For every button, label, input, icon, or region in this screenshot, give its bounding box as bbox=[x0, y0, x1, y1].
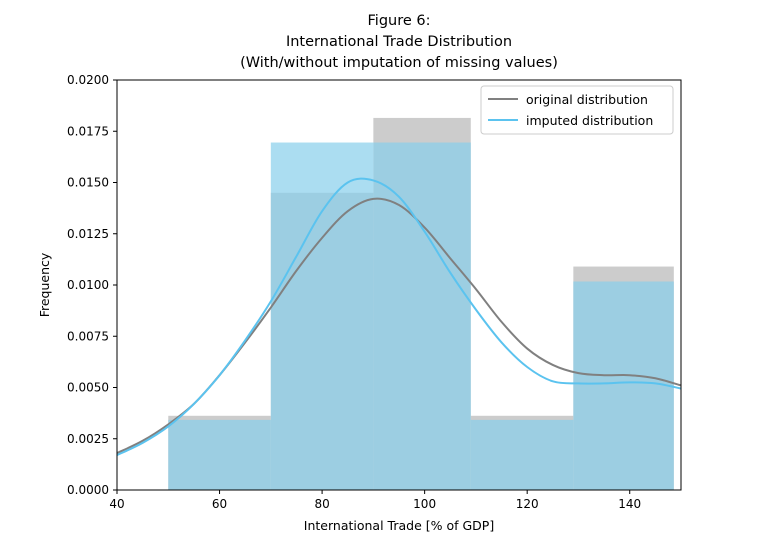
y-tick-label: 0.0000 bbox=[67, 483, 109, 497]
chart-title-line-1: Figure 6: bbox=[368, 13, 431, 29]
x-tick-label: 140 bbox=[618, 497, 641, 511]
legend-label-original: original distribution bbox=[526, 92, 648, 107]
y-axis-label: Frequency bbox=[37, 252, 52, 317]
chart-title-line-2: International Trade Distribution bbox=[286, 34, 512, 50]
x-tick-label: 40 bbox=[109, 497, 124, 511]
bar-imputed-2 bbox=[373, 142, 471, 490]
kde-line-imputed bbox=[117, 177, 681, 457]
x-tick-label: 100 bbox=[413, 497, 436, 511]
y-tick-label: 0.0150 bbox=[67, 176, 109, 190]
y-tick-label: 0.0025 bbox=[67, 432, 109, 446]
y-tick-label: 0.0100 bbox=[67, 278, 109, 292]
x-tick-label: 120 bbox=[516, 497, 539, 511]
y-tick-label: 0.0200 bbox=[67, 73, 109, 87]
x-tick-label: 60 bbox=[212, 497, 227, 511]
bar-imputed-3 bbox=[470, 419, 574, 490]
y-tick-label: 0.0175 bbox=[67, 124, 109, 138]
y-tick-label: 0.0050 bbox=[67, 381, 109, 395]
x-axis: 40 60 80 100 120 140 bbox=[109, 490, 641, 511]
y-axis: 0.0000 0.0025 0.0050 0.0075 0.0100 0.0125 0.01… bbox=[67, 73, 117, 497]
y-tick-label: 0.0125 bbox=[67, 227, 109, 241]
x-axis-label: International Trade [% of GDP] bbox=[304, 518, 494, 533]
bars-imputed bbox=[168, 142, 674, 490]
x-tick-label: 80 bbox=[314, 497, 329, 511]
chart-title: Figure 6: International Trade Distributi… bbox=[240, 13, 558, 71]
y-tick-label: 0.0075 bbox=[67, 329, 109, 343]
chart-title-line-3: (With/without imputation of missing valu… bbox=[240, 55, 558, 71]
bar-imputed-0 bbox=[168, 419, 271, 490]
legend: original distribution imputed distributi… bbox=[480, 85, 674, 135]
legend-box bbox=[480, 85, 674, 135]
bar-imputed-4 bbox=[573, 281, 674, 490]
legend-label-imputed: imputed distribution bbox=[526, 113, 653, 128]
kde-lines bbox=[117, 177, 681, 457]
bar-imputed-1 bbox=[270, 142, 374, 490]
